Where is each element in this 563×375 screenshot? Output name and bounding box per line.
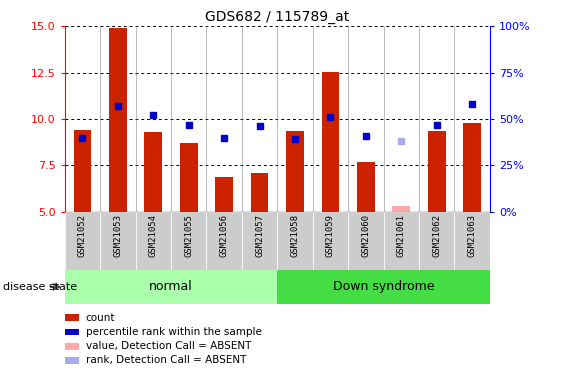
Text: GSM21057: GSM21057 (255, 214, 264, 256)
Bar (171, 212, 207, 270)
Text: rank, Detection Call = ABSENT: rank, Detection Call = ABSENT (86, 356, 246, 365)
Bar (419, 212, 454, 270)
Text: disease state: disease state (3, 282, 77, 292)
Bar (463, 123, 481, 212)
Bar (145, 132, 162, 212)
Bar (383, 212, 419, 270)
Title: GDS682 / 115789_at: GDS682 / 115789_at (205, 10, 350, 24)
Bar (180, 143, 198, 212)
Bar (278, 270, 490, 304)
Bar (312, 212, 348, 270)
Text: GSM21058: GSM21058 (291, 214, 300, 256)
Bar (65, 270, 278, 304)
Text: GSM21062: GSM21062 (432, 214, 441, 256)
Text: percentile rank within the sample: percentile rank within the sample (86, 327, 261, 337)
Text: GSM21063: GSM21063 (468, 214, 477, 256)
Text: GSM21059: GSM21059 (326, 214, 335, 256)
Bar (136, 212, 171, 270)
Bar (109, 28, 127, 212)
Text: GSM21061: GSM21061 (397, 214, 406, 256)
Text: GSM21053: GSM21053 (113, 214, 122, 256)
Bar (215, 177, 233, 212)
Bar (74, 130, 91, 212)
Text: value, Detection Call = ABSENT: value, Detection Call = ABSENT (86, 341, 251, 351)
Bar (100, 212, 136, 270)
Text: Down syndrome: Down syndrome (333, 280, 434, 293)
Bar (321, 72, 339, 212)
Bar (348, 212, 383, 270)
Text: normal: normal (149, 280, 193, 293)
Bar (428, 131, 445, 212)
Bar (392, 206, 410, 212)
Text: GSM21056: GSM21056 (220, 214, 229, 256)
Bar (278, 212, 312, 270)
Bar (251, 173, 269, 212)
Bar (242, 212, 277, 270)
Bar (454, 212, 490, 270)
Text: GSM21055: GSM21055 (184, 214, 193, 256)
Text: GSM21060: GSM21060 (361, 214, 370, 256)
Bar (65, 212, 100, 270)
Text: GSM21054: GSM21054 (149, 214, 158, 256)
Bar (357, 162, 375, 212)
Bar (286, 131, 304, 212)
Text: count: count (86, 313, 115, 322)
Bar (207, 212, 242, 270)
Text: GSM21052: GSM21052 (78, 214, 87, 256)
